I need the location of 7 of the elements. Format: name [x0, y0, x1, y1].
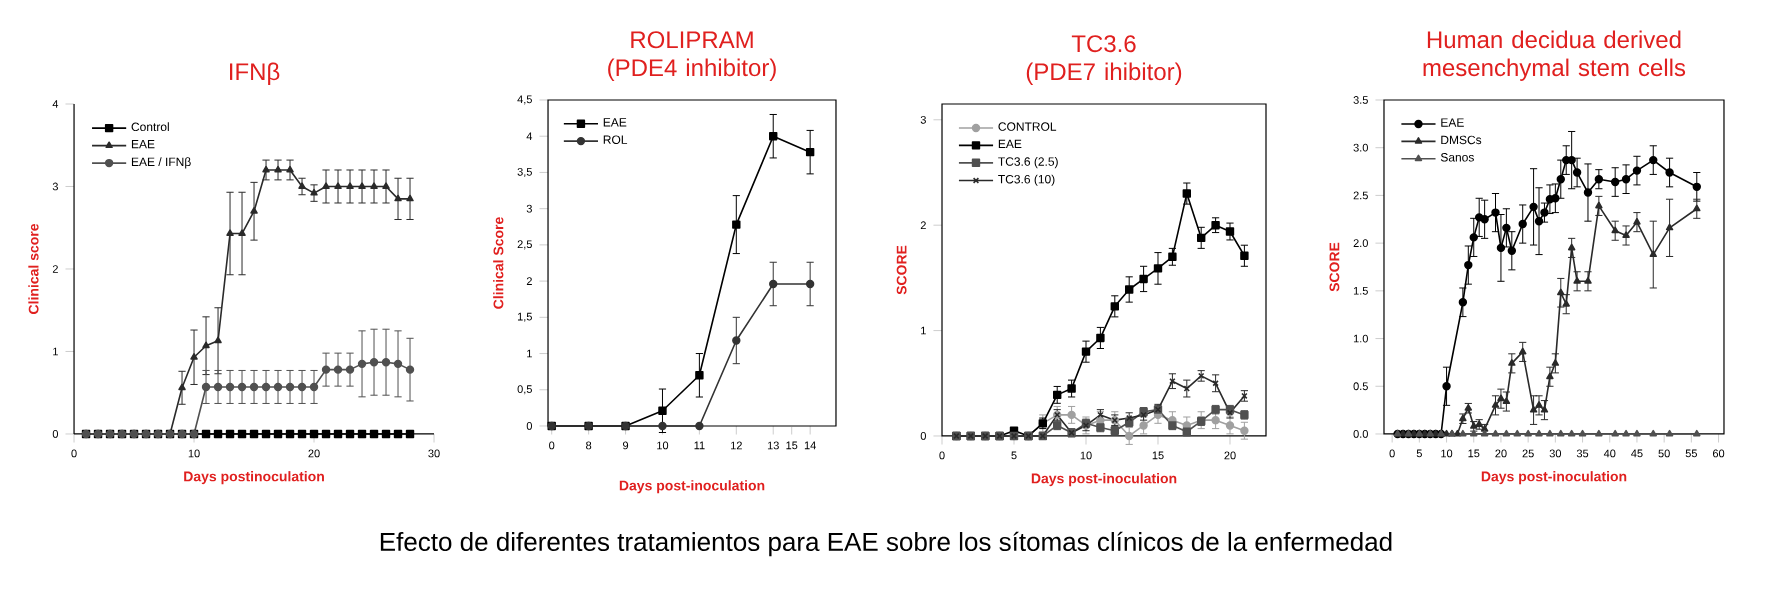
chart-subtitle: (PDE4 inhibitor) [608, 58, 776, 81]
chart-title: IFNβ [230, 62, 280, 85]
chart-title: Human decidua derived mesenchymal stem cells [1423, 30, 1686, 81]
chart-title: TC3.6 [1071, 35, 1136, 53]
chart-subtitle: (PDE7 ihibitor) [1026, 62, 1182, 85]
chart-title: ROLIPRAM [631, 31, 753, 49]
text: Efecto de diferentes tratamientos para EAE sobre los sítomas clínicos de la enfermedad [380, 531, 1392, 557]
